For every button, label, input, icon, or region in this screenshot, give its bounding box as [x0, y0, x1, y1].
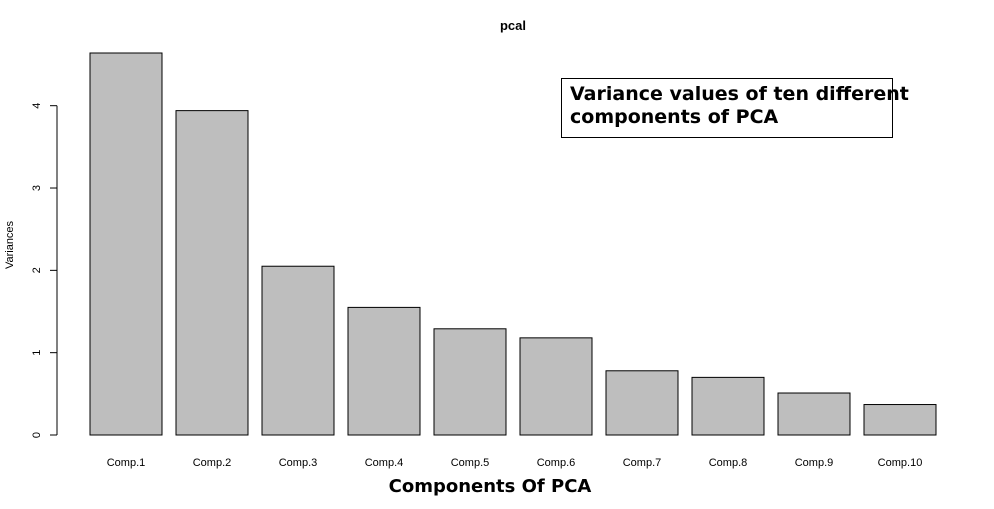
x-tick-label: Comp.9	[795, 457, 834, 469]
chart-title: pcal	[500, 18, 526, 33]
y-tick-label: 4	[31, 103, 43, 109]
x-tick-label: Comp.6	[537, 457, 576, 469]
annotation-line-1: Variance values of ten different	[570, 83, 909, 105]
annotation-line-2: components of PCA	[570, 106, 779, 128]
y-axis-label: Variances	[4, 220, 16, 269]
bar-comp-5	[433, 328, 507, 436]
x-tick-label: Comp.5	[451, 457, 490, 469]
bars-group	[89, 52, 937, 436]
x-tick-label: Comp.8	[709, 457, 748, 469]
x-tick-label: Comp.10	[878, 457, 923, 469]
y-axis: 0 1 2 3 4	[31, 103, 58, 438]
x-tick-label: Comp.1	[107, 457, 146, 469]
y-tick-label: 2	[31, 267, 43, 273]
bar-comp-8	[691, 376, 765, 436]
x-axis-label: Components Of PCA	[389, 476, 592, 497]
y-tick-label: 0	[31, 432, 43, 438]
x-tick-label: Comp.3	[279, 457, 318, 469]
bar-comp-6	[519, 337, 593, 436]
bar-comp-10	[863, 404, 937, 436]
y-tick-label: 1	[31, 350, 43, 356]
bar-comp-2	[175, 110, 249, 436]
x-tick-label: Comp.4	[365, 457, 404, 469]
x-tick-label: Comp.2	[193, 457, 232, 469]
x-tick-labels: Comp.1 Comp.2 Comp.3 Comp.4 Comp.5 Comp.6 Comp…	[107, 457, 923, 469]
annotation-box: Variance values of ten different compone…	[561, 78, 909, 138]
bar-comp-1	[89, 52, 163, 436]
y-tick-label: 3	[31, 185, 43, 191]
bar-comp-7	[605, 370, 679, 436]
bar-comp-4	[347, 306, 421, 436]
bar-comp-3	[261, 265, 335, 436]
x-tick-label: Comp.7	[623, 457, 662, 469]
bar-comp-9	[777, 392, 851, 436]
